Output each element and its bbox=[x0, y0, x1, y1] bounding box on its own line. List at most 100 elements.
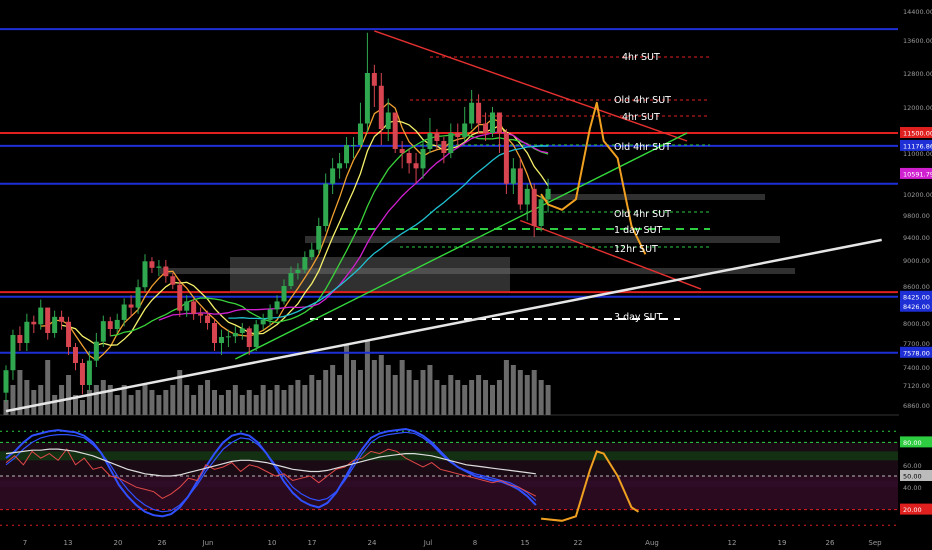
candle-body bbox=[66, 321, 72, 347]
candle-body bbox=[246, 328, 252, 347]
support-zone-0 bbox=[305, 236, 780, 243]
candle-body bbox=[107, 321, 113, 329]
candle bbox=[469, 90, 475, 129]
candle bbox=[448, 123, 454, 159]
volume-bar bbox=[364, 340, 370, 415]
candle bbox=[483, 112, 489, 141]
support-zone-1 bbox=[160, 268, 795, 274]
candle-body bbox=[156, 266, 162, 268]
osc-tag: 50.00 bbox=[903, 473, 922, 481]
price-tag-bg bbox=[900, 167, 932, 179]
price-tag: 7578.00 bbox=[903, 349, 930, 357]
volume-bar bbox=[531, 370, 537, 415]
candle-body bbox=[483, 123, 489, 133]
volume-bar bbox=[177, 370, 183, 415]
candle-body bbox=[448, 133, 454, 153]
price-tag-bg bbox=[900, 139, 932, 151]
osc-tick-label: 40.00 bbox=[903, 484, 922, 492]
volume-bar bbox=[385, 365, 391, 415]
candle bbox=[79, 359, 85, 395]
volume-bar bbox=[232, 385, 238, 415]
candle-body bbox=[225, 336, 231, 338]
volume-bar bbox=[128, 395, 134, 415]
candle-body bbox=[86, 360, 92, 385]
candle-body bbox=[510, 168, 516, 184]
volume-bar bbox=[281, 390, 287, 415]
candle-body bbox=[38, 307, 44, 325]
red-descending-bottom-trendline bbox=[520, 219, 702, 290]
candle-body bbox=[121, 304, 127, 320]
candle bbox=[281, 279, 287, 305]
volume-bar bbox=[267, 390, 273, 415]
candle bbox=[344, 137, 350, 169]
candle-body bbox=[316, 226, 322, 250]
volume-bar bbox=[399, 360, 405, 415]
y-tick-label: 9800.00 bbox=[903, 212, 930, 220]
x-tick-label: 24 bbox=[368, 539, 377, 547]
price-tag-bg bbox=[900, 346, 932, 358]
candle-body bbox=[114, 319, 120, 329]
volume-bar bbox=[156, 395, 162, 415]
volume-bar bbox=[149, 390, 155, 415]
candle-body bbox=[191, 301, 197, 314]
candle bbox=[86, 351, 92, 391]
volume-bar bbox=[93, 385, 99, 415]
candle bbox=[253, 319, 259, 351]
candle-body bbox=[344, 145, 350, 164]
oscillator-line-0 bbox=[5, 427, 537, 518]
y-tick-label: 6860.00 bbox=[903, 402, 930, 410]
candle-body bbox=[420, 149, 426, 169]
candle-body bbox=[441, 141, 447, 153]
candle-body bbox=[184, 301, 190, 311]
y-tick-label: 7400.00 bbox=[903, 364, 930, 372]
x-tick-label: 22 bbox=[574, 539, 583, 547]
candle-body bbox=[205, 315, 211, 323]
volume-bar bbox=[427, 365, 433, 415]
candle bbox=[288, 266, 294, 290]
y-tick-label: 7120.00 bbox=[903, 382, 930, 390]
candle bbox=[17, 326, 23, 351]
sut-label: Old 4hr SUT bbox=[614, 95, 671, 106]
volume-bar bbox=[66, 375, 72, 415]
price-axis-bg bbox=[899, 0, 932, 550]
candle bbox=[142, 254, 148, 293]
candle-body bbox=[17, 335, 23, 343]
candle-body bbox=[135, 287, 141, 308]
y-tick-label: 11000.00 bbox=[903, 150, 932, 158]
price-tag: 8426.00 bbox=[903, 303, 930, 311]
volume-bar bbox=[135, 390, 141, 415]
candle-body bbox=[149, 261, 155, 268]
x-tick-label: Jun bbox=[202, 539, 214, 547]
volume-bar bbox=[316, 380, 322, 415]
x-tick-label: 12 bbox=[728, 539, 737, 547]
volume-bar bbox=[31, 390, 37, 415]
x-tick-label: 26 bbox=[826, 539, 835, 547]
candle-body bbox=[392, 112, 398, 149]
volume-bar bbox=[24, 380, 30, 415]
candle bbox=[385, 98, 391, 141]
candle bbox=[330, 158, 336, 194]
candle bbox=[177, 279, 183, 317]
candle bbox=[149, 257, 155, 273]
volume-bar bbox=[3, 400, 9, 415]
candle bbox=[191, 298, 197, 320]
candle bbox=[434, 129, 440, 149]
candle-body bbox=[260, 319, 266, 325]
candle bbox=[309, 242, 315, 260]
volume-bar bbox=[538, 380, 544, 415]
candle bbox=[371, 64, 377, 107]
x-tick-label: 19 bbox=[778, 539, 787, 547]
volume-bar bbox=[73, 395, 78, 415]
oscillator-line-3 bbox=[5, 448, 536, 477]
candle bbox=[406, 149, 412, 174]
candle-body bbox=[73, 347, 78, 363]
osc-tag-bg bbox=[900, 470, 932, 481]
candle bbox=[45, 307, 51, 340]
volume-bar bbox=[545, 385, 551, 415]
candle bbox=[218, 329, 224, 355]
candle bbox=[524, 183, 530, 221]
candle bbox=[66, 316, 72, 355]
candle bbox=[163, 260, 169, 283]
candle bbox=[323, 173, 329, 232]
